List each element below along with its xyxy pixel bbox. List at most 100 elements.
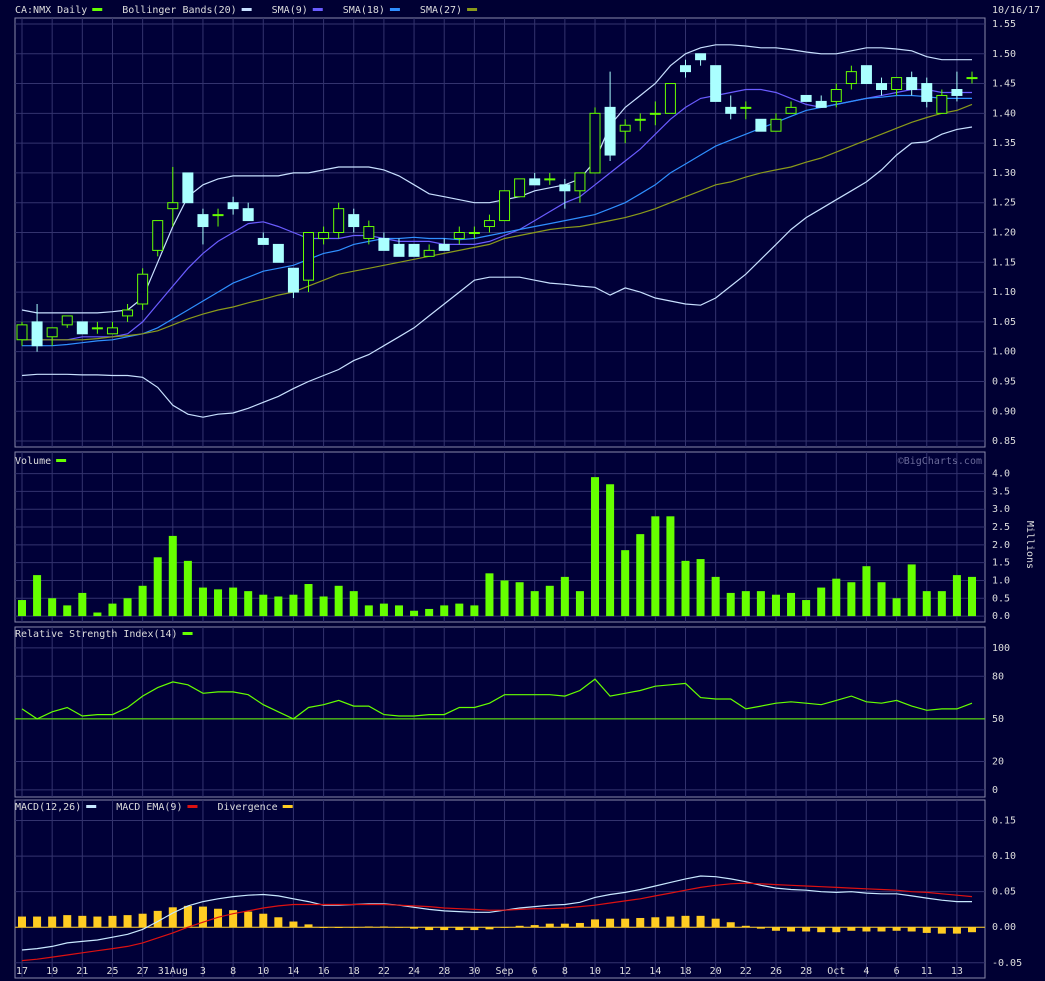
y-tick-label: 0.5	[992, 593, 1010, 604]
volume-bar	[696, 559, 705, 617]
candle-body	[604, 106, 616, 156]
volume-bar	[319, 596, 328, 617]
rsi-line	[21, 678, 973, 720]
candle-body	[423, 249, 435, 257]
candle-body	[76, 321, 88, 335]
legend-swatch	[56, 459, 67, 462]
divergence-bar	[319, 927, 328, 928]
legend-label: MACD EMA(9)	[116, 802, 182, 813]
volume-bar	[183, 560, 192, 617]
divergence-bar	[168, 907, 177, 928]
candle-body	[152, 220, 164, 251]
x-tick-label: 27	[137, 966, 149, 977]
volume-bar	[515, 582, 524, 617]
volume-bar	[802, 600, 811, 617]
x-tick-label: 14	[287, 966, 299, 977]
legend-label: Bollinger Bands(20)	[122, 5, 236, 16]
legend-swatch	[86, 805, 97, 808]
candle-body	[46, 327, 58, 338]
candle-body	[227, 202, 239, 210]
divergence-bar	[440, 927, 449, 931]
divergence-bar	[802, 927, 811, 932]
candle-body	[679, 65, 691, 73]
panel-frame	[14, 799, 986, 979]
candle-body	[770, 118, 782, 132]
candle-body	[649, 112, 661, 115]
volume-bar	[500, 580, 509, 617]
divergence-bar	[711, 918, 720, 928]
divergence-bar	[606, 918, 615, 928]
y-tick-label: 1.45	[992, 79, 1016, 90]
divergence-bar	[832, 927, 841, 933]
legend-label: Volume	[15, 456, 51, 467]
divergence-bar	[817, 927, 826, 933]
volume-bar	[349, 591, 358, 617]
candle-body	[242, 208, 254, 222]
divergence-bar	[591, 919, 600, 928]
y-tick-label: 1.40	[992, 108, 1016, 119]
candle-body	[845, 71, 857, 85]
candle-body	[529, 178, 541, 186]
volume-bar	[817, 587, 826, 617]
x-tick-label: 28	[800, 966, 812, 977]
divergence-bar	[78, 915, 87, 928]
divergence-bar	[349, 927, 358, 928]
y-tick-label: 0.10	[992, 851, 1016, 862]
divergence-bar	[681, 915, 690, 928]
divergence-bar	[455, 927, 464, 931]
volume-bar	[33, 575, 42, 617]
divergence-bar	[304, 924, 313, 928]
volume-bar	[379, 603, 388, 617]
divergence-bar	[892, 927, 901, 931]
divergence-bar	[666, 916, 675, 928]
volume-bar	[198, 587, 207, 617]
candle-body	[815, 100, 827, 108]
divergence-bar	[63, 915, 72, 928]
volume-bar	[108, 603, 117, 617]
candle-body	[755, 118, 767, 132]
volume-bar	[138, 585, 147, 617]
sma-line	[22, 103, 973, 341]
y-tick-label: 4.0	[992, 469, 1010, 480]
divergence-bar	[18, 916, 26, 928]
volume-bar	[530, 591, 539, 617]
candle-body	[408, 243, 420, 257]
volume-bar	[741, 591, 750, 617]
y-tick-label: 1.30	[992, 168, 1016, 179]
legend-label: SMA(18)	[343, 5, 385, 16]
legend-label: Relative Strength Index(14)	[15, 629, 178, 640]
volume-bar	[636, 534, 645, 617]
volume-bar	[560, 576, 569, 617]
volume-bar	[410, 610, 419, 617]
volume-bar	[606, 484, 615, 617]
x-tick-label: 22	[378, 966, 390, 977]
candle-body	[287, 267, 299, 293]
volume-bar	[48, 598, 57, 617]
divergence-bar	[394, 927, 403, 928]
candle-body	[318, 232, 330, 239]
divergence-bar	[244, 911, 253, 928]
volume-bar	[259, 594, 268, 617]
volume-bar	[274, 596, 283, 617]
legend-swatch	[92, 8, 103, 11]
x-tick-label: 4	[863, 966, 869, 977]
candle-body	[167, 202, 179, 210]
x-tick-label: 6	[532, 966, 538, 977]
divergence-bar	[48, 916, 57, 928]
y-tick-label: 1.25	[992, 198, 1016, 209]
x-tick-label: 8	[230, 966, 236, 977]
candle-body	[966, 77, 978, 80]
legend-label: SMA(9)	[272, 5, 308, 16]
y-tick-label: 0.0	[992, 611, 1010, 622]
x-tick-label: 28	[438, 966, 450, 977]
x-tick-label: Oct	[827, 966, 845, 977]
candle-body	[363, 226, 375, 239]
volume-bar	[726, 592, 735, 617]
y-tick-label: 0.15	[992, 816, 1016, 827]
y-axis-label: Millions	[1024, 521, 1035, 569]
candle-body	[951, 89, 963, 96]
divergence-bar	[636, 917, 645, 928]
y-tick-label: 3.5	[992, 486, 1010, 497]
divergence-bar	[968, 927, 976, 933]
